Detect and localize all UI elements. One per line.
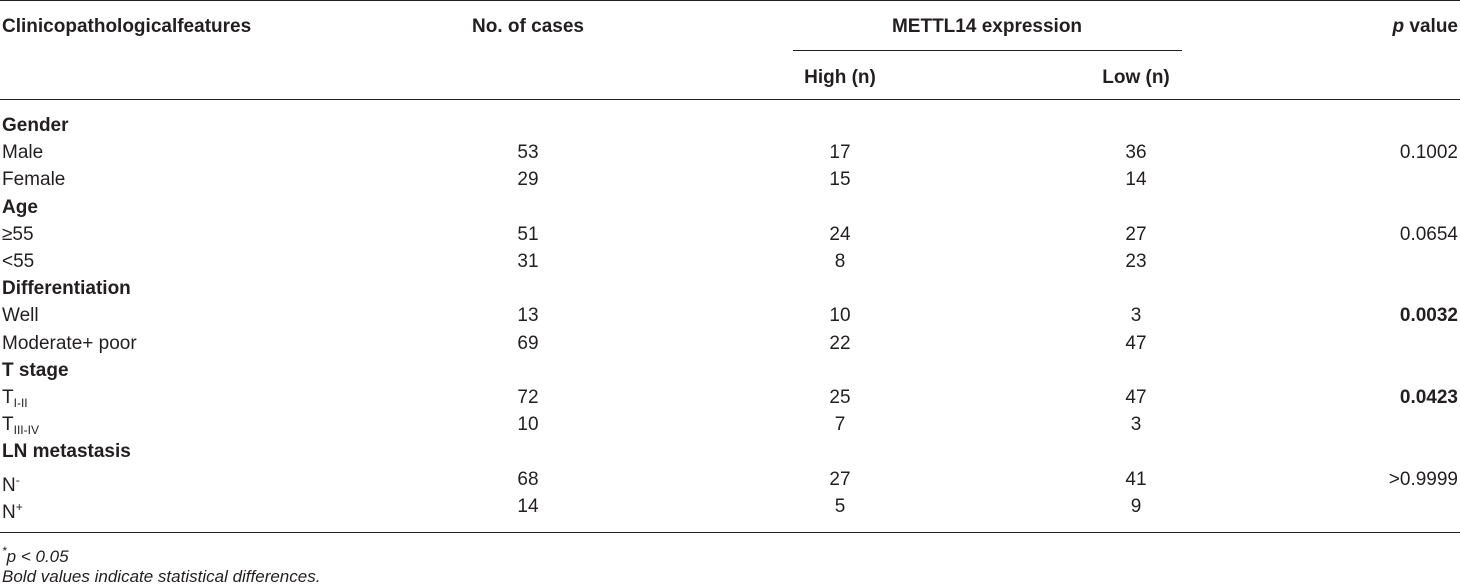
group-title: Gender	[2, 115, 69, 136]
row-label-text: ≥55	[2, 224, 34, 245]
row-label: Well	[2, 305, 39, 327]
row-label-text: Male	[2, 142, 44, 163]
header-p-italic: p	[1392, 16, 1405, 37]
header-p-value: p value	[1393, 16, 1458, 38]
row-label-text: T	[2, 387, 14, 408]
cell-p-value: 0.1002	[1399, 142, 1458, 163]
row-label-superscript: -	[15, 473, 20, 487]
group-title: T stage	[2, 360, 69, 381]
footnote-bold-note: Bold values indicate statistical differe…	[2, 567, 321, 586]
group-title: Age	[2, 197, 38, 218]
cell-cases: 10	[517, 414, 539, 435]
cell-high: 5	[834, 496, 846, 517]
header-low: Low (n)	[1102, 67, 1170, 88]
cell-p-value: 0.0032	[1399, 305, 1458, 326]
cell-cases: 53	[517, 142, 539, 163]
top-rule	[0, 0, 1460, 1]
cell-cases: 13	[517, 305, 539, 326]
cell-cases: 29	[517, 169, 539, 190]
cell-high: 17	[829, 142, 851, 163]
cell-p-value: 0.0423	[1399, 387, 1458, 408]
expression-span-rule	[793, 50, 1182, 51]
row-label-text: Female	[2, 169, 66, 190]
header-high: High (n)	[804, 67, 876, 88]
footnote-star: *	[2, 544, 7, 558]
cell-cases: 51	[517, 224, 539, 245]
cell-high: 10	[829, 305, 851, 326]
cell-cases: 14	[517, 496, 539, 517]
cell-high: 27	[829, 469, 851, 490]
cell-low: 3	[1130, 414, 1142, 435]
row-label: <55	[2, 251, 34, 273]
row-label: Moderate+ poor	[2, 333, 137, 355]
row-label-subscript: III-IV	[13, 423, 39, 437]
cell-low: 41	[1125, 469, 1147, 490]
cell-p-value: >0.9999	[1388, 469, 1458, 490]
cell-high: 7	[834, 414, 846, 435]
cell-low: 3	[1130, 305, 1142, 326]
header-bottom-rule	[0, 99, 1460, 100]
row-label-text: N	[2, 502, 16, 523]
row-label: TIII-IV	[2, 414, 39, 441]
cell-p-value: 0.0654	[1399, 224, 1458, 245]
table-bottom-rule	[0, 532, 1460, 533]
row-label-superscript: +	[15, 500, 23, 514]
cell-low: 14	[1125, 169, 1147, 190]
cell-low: 23	[1125, 251, 1147, 272]
cell-high: 22	[829, 333, 851, 354]
cell-cases: 31	[517, 251, 539, 272]
header-expression: METTL14 expression	[891, 16, 1083, 37]
row-label-text: T	[2, 414, 14, 435]
row-label: Female	[2, 169, 65, 191]
row-label: Male	[2, 142, 43, 164]
row-label-text: <55	[2, 251, 35, 272]
row-label-subscript: I-II	[13, 396, 28, 410]
row-label: TI-II	[2, 387, 28, 414]
header-features: Clinicopathologicalfeatures	[2, 16, 252, 37]
cell-low: 47	[1125, 333, 1147, 354]
cell-low: 36	[1125, 142, 1147, 163]
footnote-significance: *p < 0.05	[2, 540, 69, 568]
cell-low: 47	[1125, 387, 1147, 408]
cell-high: 24	[829, 224, 851, 245]
row-label-text: N	[2, 475, 16, 496]
row-label-text: Well	[2, 305, 39, 326]
row-label: ≥55	[2, 224, 34, 246]
cell-cases: 68	[517, 469, 539, 490]
row-label: N-	[2, 469, 20, 497]
cell-high: 8	[834, 251, 846, 272]
cell-low: 9	[1130, 496, 1142, 517]
header-p-rest: value	[1404, 16, 1458, 37]
row-label-text: Moderate+ poor	[2, 333, 137, 354]
row-label: N+	[2, 496, 23, 524]
group-title: LN metastasis	[2, 441, 131, 462]
cell-low: 27	[1125, 224, 1147, 245]
cell-cases: 72	[517, 387, 539, 408]
header-cases: No. of cases	[472, 16, 584, 37]
cell-high: 25	[829, 387, 851, 408]
cell-cases: 69	[517, 333, 539, 354]
footnote-sig-text: p < 0.05	[6, 547, 69, 566]
cell-high: 15	[829, 169, 851, 190]
group-title: Differentiation	[2, 278, 131, 299]
